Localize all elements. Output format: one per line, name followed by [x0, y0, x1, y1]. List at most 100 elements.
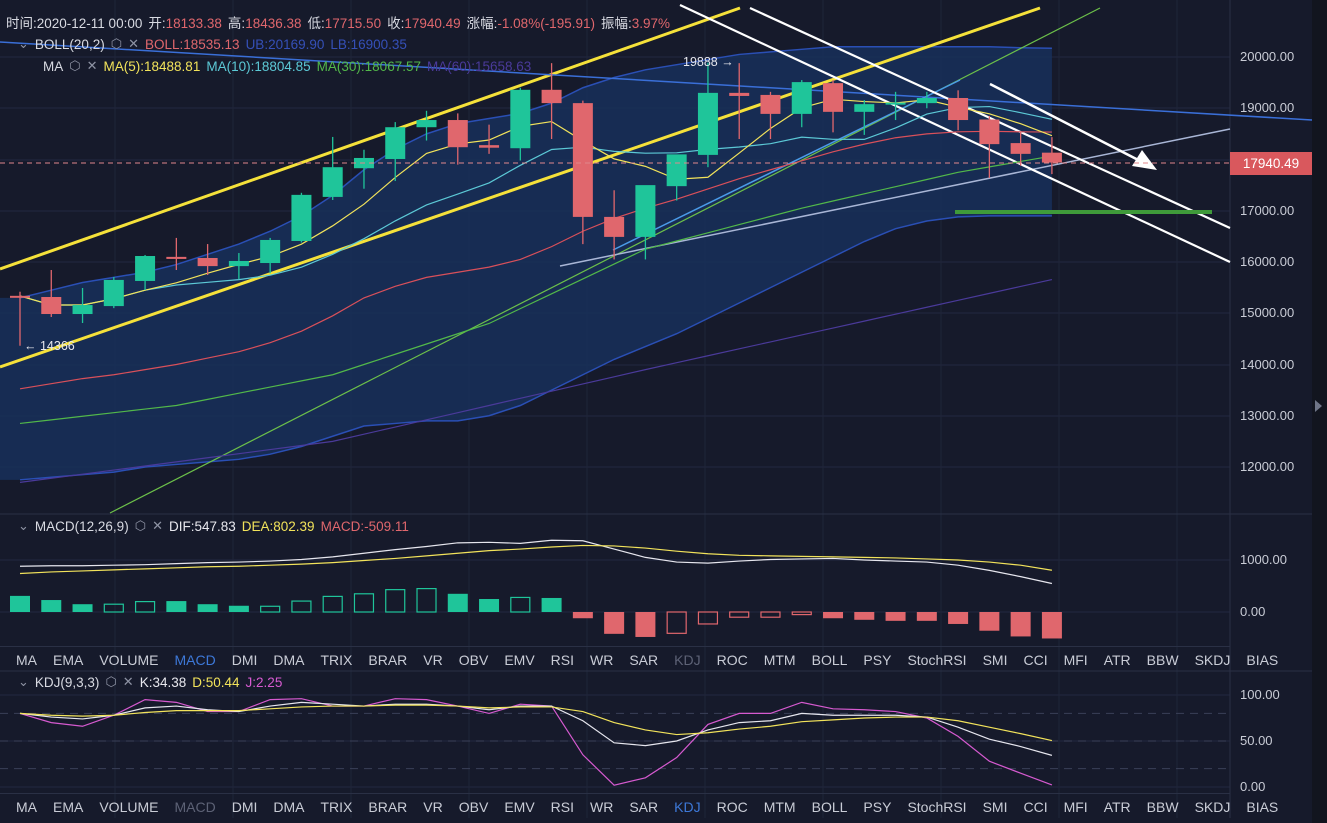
trendline-yellow-upper[interactable] — [0, 6, 741, 271]
macd-bar — [197, 604, 218, 612]
tab-kdj[interactable]: KDJ — [674, 651, 701, 668]
chevron-down-icon[interactable]: ⌄ — [18, 674, 29, 689]
high-marker: 19888 → — [683, 55, 734, 69]
tab-rsi[interactable]: RSI — [550, 798, 575, 815]
trendline-white-a[interactable] — [679, 4, 1231, 263]
tab-psy[interactable]: PSY — [863, 651, 892, 668]
ma-legend: MA ⬡ ✕ MA(5):18488.81 MA(10):18804.85 MA… — [6, 58, 531, 74]
tab-smi[interactable]: SMI — [982, 651, 1008, 668]
tab-sar[interactable]: SAR — [629, 651, 659, 668]
kdj-legend: ⌄ KDJ(9,3,3) ⬡ ✕ K:34.38 D:50.44 J:2.25 — [6, 674, 282, 690]
tab-ema[interactable]: EMA — [53, 798, 84, 815]
tab-atr[interactable]: ATR — [1103, 651, 1131, 668]
tab-wr[interactable]: WR — [590, 798, 614, 815]
dea-line — [19, 544, 1053, 575]
tab-ema[interactable]: EMA — [53, 651, 84, 668]
tab-vr[interactable]: VR — [423, 798, 443, 815]
boll-legend: ⌄ BOLL(20,2) ⬡ ✕ BOLL:18535.13 UB:20169.… — [6, 36, 407, 52]
tab-emv[interactable]: EMV — [504, 798, 535, 815]
settings-icon[interactable]: ⬡ — [69, 58, 81, 73]
tab-volume[interactable]: VOLUME — [99, 651, 159, 668]
candle-body — [322, 167, 343, 197]
tab-obv[interactable]: OBV — [458, 798, 489, 815]
tab-brar[interactable]: BRAR — [368, 651, 408, 668]
tab-bbw[interactable]: BBW — [1146, 798, 1179, 815]
d-value: D:50.44 — [192, 674, 240, 690]
chevron-down-icon[interactable]: ⌄ — [18, 36, 29, 51]
tab-mfi[interactable]: MFI — [1063, 651, 1088, 668]
tab-obv[interactable]: OBV — [458, 651, 489, 668]
boll-ub: UB:20169.90 — [245, 36, 325, 52]
tab-macd[interactable]: MACD — [174, 651, 216, 668]
price-axis-label: 20000.00 — [1240, 49, 1295, 64]
tab-smi[interactable]: SMI — [982, 798, 1008, 815]
tab-kdj[interactable]: KDJ — [674, 798, 701, 815]
candle-body — [979, 119, 1000, 145]
macd-bar — [166, 601, 187, 612]
trend-arrow[interactable] — [989, 82, 1151, 168]
tab-stochrsi[interactable]: StochRSI — [907, 651, 967, 668]
tab-emv[interactable]: EMV — [504, 651, 535, 668]
tab-volume[interactable]: VOLUME — [99, 798, 159, 815]
tab-trix[interactable]: TRIX — [320, 651, 353, 668]
tab-wr[interactable]: WR — [590, 651, 614, 668]
chevron-down-icon[interactable]: ⌄ — [18, 518, 29, 533]
tab-brar[interactable]: BRAR — [368, 798, 408, 815]
right-collapse-strip[interactable] — [1312, 0, 1327, 823]
tab-dmi[interactable]: DMI — [231, 651, 258, 668]
tab-ma[interactable]: MA — [16, 798, 37, 815]
tab-skdj[interactable]: SKDJ — [1194, 798, 1231, 815]
open-value: 18133.38 — [165, 16, 222, 31]
boll-band — [0, 46, 1052, 481]
close-icon[interactable]: ✕ — [86, 58, 98, 73]
tab-boll[interactable]: BOLL — [811, 651, 848, 668]
tab-rsi[interactable]: RSI — [550, 651, 575, 668]
ma5-line — [19, 98, 1053, 306]
candle-body — [385, 127, 406, 159]
settings-icon[interactable]: ⬡ — [105, 674, 117, 689]
tab-mtm[interactable]: MTM — [763, 651, 796, 668]
tab-macd[interactable]: MACD — [174, 798, 216, 815]
macd-bar — [854, 612, 875, 620]
amp-label: 振幅: — [600, 16, 632, 31]
close-icon[interactable]: ✕ — [122, 674, 134, 689]
trendline-blue-top[interactable] — [0, 41, 1313, 121]
tab-sar[interactable]: SAR — [629, 798, 659, 815]
tab-skdj[interactable]: SKDJ — [1194, 651, 1231, 668]
tab-cci[interactable]: CCI — [1023, 651, 1048, 668]
tab-vr[interactable]: VR — [423, 651, 443, 668]
tab-trix[interactable]: TRIX — [320, 798, 353, 815]
settings-icon[interactable]: ⬡ — [110, 36, 123, 51]
tab-mtm[interactable]: MTM — [763, 798, 796, 815]
trendline-grey[interactable] — [559, 128, 1231, 267]
tab-bbw[interactable]: BBW — [1146, 651, 1179, 668]
trendline-yellow-lower[interactable] — [0, 6, 1041, 369]
macd-bar — [416, 587, 437, 613]
tab-mfi[interactable]: MFI — [1063, 798, 1088, 815]
macd-legend: ⌄ MACD(12,26,9) ⬡ ✕ DIF:547.83 DEA:802.3… — [6, 518, 409, 534]
macd-axis-label: 0.00 — [1240, 604, 1266, 619]
tab-atr[interactable]: ATR — [1103, 798, 1131, 815]
tab-dmi[interactable]: DMI — [231, 798, 258, 815]
close-icon[interactable]: ✕ — [152, 518, 163, 533]
tab-roc[interactable]: ROC — [716, 651, 748, 668]
tab-boll[interactable]: BOLL — [811, 798, 848, 815]
tab-bias[interactable]: BIAS — [1246, 798, 1279, 815]
ma10-value: MA(10):18804.85 — [206, 58, 311, 74]
tab-cci[interactable]: CCI — [1023, 798, 1048, 815]
settings-icon[interactable]: ⬡ — [134, 518, 147, 533]
tab-stochrsi[interactable]: StochRSI — [907, 798, 967, 815]
tab-dma[interactable]: DMA — [273, 798, 305, 815]
trend-drawings[interactable] — [0, 4, 1313, 514]
tab-psy[interactable]: PSY — [863, 798, 892, 815]
close-icon[interactable]: ✕ — [128, 36, 139, 51]
expand-arrow-icon[interactable] — [1315, 400, 1322, 412]
candle-body — [510, 89, 531, 149]
tab-roc[interactable]: ROC — [716, 798, 748, 815]
tab-dma[interactable]: DMA — [273, 651, 305, 668]
boll-band-fill — [0, 46, 1052, 480]
tab-bias[interactable]: BIAS — [1246, 651, 1279, 668]
tab-ma[interactable]: MA — [16, 651, 37, 668]
candle-body — [166, 256, 187, 259]
